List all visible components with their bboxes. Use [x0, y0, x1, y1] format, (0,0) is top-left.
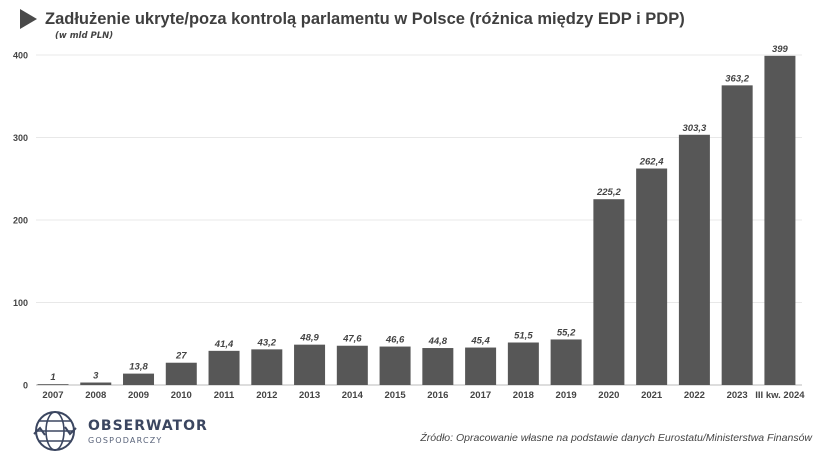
bar: [422, 348, 454, 385]
bar: [123, 373, 155, 385]
bar: [208, 350, 240, 385]
data-label: 55,2: [557, 327, 576, 338]
logo-subtitle: GOSPODARCZY: [88, 435, 163, 445]
data-label: 13,8: [129, 362, 148, 373]
data-label: 43,2: [257, 337, 277, 348]
source-note: Źródło: Opracowanie własne na podstawie …: [420, 432, 812, 444]
bar: [636, 168, 668, 385]
title-block: Zadłużenie ukryte/poza kontrolą parlamen…: [20, 9, 685, 29]
x-tick-label: 2019: [556, 390, 577, 401]
globe-icon: [33, 411, 77, 451]
y-tick-label: 100: [13, 298, 28, 308]
bar: [465, 347, 497, 385]
data-label: 363,2: [725, 73, 749, 84]
bar: [593, 199, 625, 385]
bar: [764, 55, 796, 385]
bar: [721, 85, 753, 386]
x-tick-label: 2018: [513, 390, 534, 401]
x-tick-label: 2021: [641, 390, 663, 401]
x-tick-label: 2012: [256, 390, 277, 401]
bar: [80, 382, 112, 385]
bar: [379, 346, 411, 385]
bar-chart: 0 100 200 300 400 1 2007 3 2008 13,8 2009 27 2010 41,…: [13, 44, 805, 401]
logo-name: OBSERWATOR: [88, 417, 208, 434]
data-label: 51,5: [514, 331, 533, 342]
chart-title: Zadłużenie ukryte/poza kontrolą parlamen…: [45, 9, 685, 28]
x-tick-label: 2007: [42, 390, 63, 401]
bar: [550, 339, 582, 385]
bar: [165, 362, 197, 385]
y-tick-label: 400: [13, 51, 28, 61]
y-tick-label: 200: [13, 216, 28, 226]
data-label: 225,2: [596, 187, 621, 198]
data-label: 399: [772, 44, 789, 55]
data-label: 47,6: [342, 334, 362, 345]
x-tick-label: 2017: [470, 390, 491, 401]
data-label: 1: [50, 372, 55, 383]
bar: [294, 344, 326, 385]
x-tick-label: 2020: [598, 390, 619, 401]
y-tick-label: 300: [13, 133, 28, 143]
x-tick-label: 2016: [427, 390, 448, 401]
x-tick-label: 2008: [85, 390, 106, 401]
logo: OBSERWATOR GOSPODARCZY: [32, 408, 208, 454]
data-label: 3: [93, 371, 99, 382]
x-tick-label: 2013: [299, 390, 320, 401]
x-tick-label: 2015: [385, 390, 407, 401]
x-tick-label: 2009: [128, 390, 149, 401]
bar: [37, 384, 69, 385]
data-label: 48,9: [299, 333, 319, 344]
data-label: 46,6: [385, 335, 405, 346]
triangle-icon: [20, 9, 37, 29]
bar: [678, 134, 710, 385]
x-tick-label: 2014: [342, 390, 364, 401]
x-tick-label: 2023: [727, 390, 748, 401]
data-label: 44,8: [428, 336, 448, 347]
data-label: 262,4: [639, 157, 664, 168]
bar: [336, 345, 368, 385]
data-label: 41,4: [214, 339, 234, 350]
x-tick-label: 2022: [684, 390, 705, 401]
chart-subtitle: (w mld PLN): [55, 31, 114, 41]
x-tick-label: 2010: [171, 390, 192, 401]
y-tick-label: 0: [23, 381, 28, 391]
bar: [251, 349, 283, 385]
x-tick-label: 2011: [214, 390, 235, 401]
data-label: 27: [175, 351, 187, 362]
x-tick-label: III kw. 2024: [755, 390, 805, 401]
data-label: 45,4: [470, 336, 490, 347]
data-label: 303,3: [683, 123, 707, 134]
bar: [507, 342, 539, 385]
